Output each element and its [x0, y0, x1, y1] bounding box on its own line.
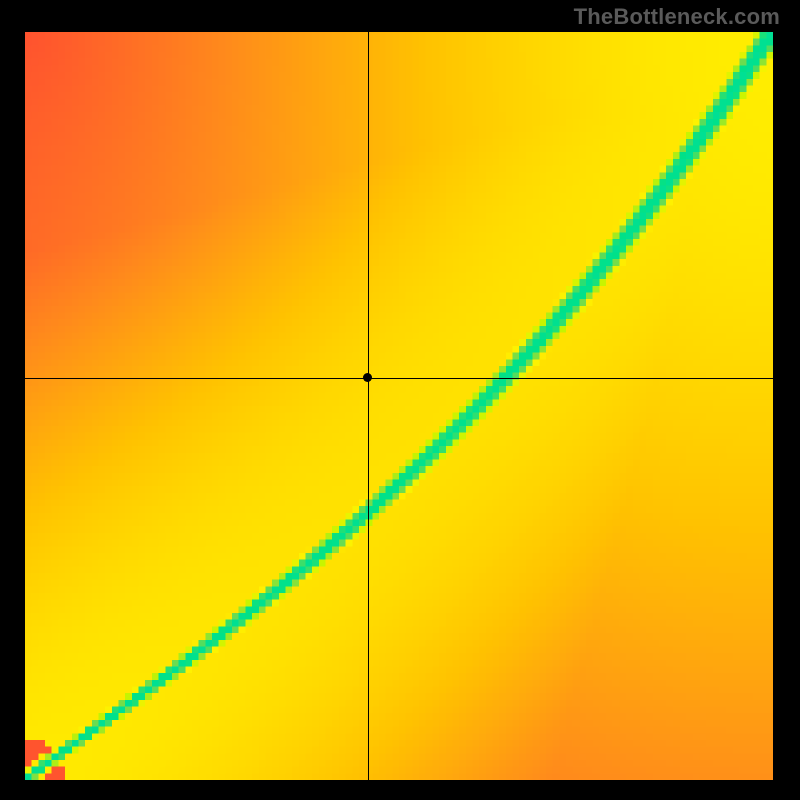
bottleneck-heatmap [25, 32, 773, 780]
chart-container: TheBottleneck.com [0, 0, 800, 800]
crosshair-vertical-line [368, 32, 369, 780]
crosshair-horizontal-line [25, 378, 773, 379]
watermark-text: TheBottleneck.com [574, 4, 780, 30]
